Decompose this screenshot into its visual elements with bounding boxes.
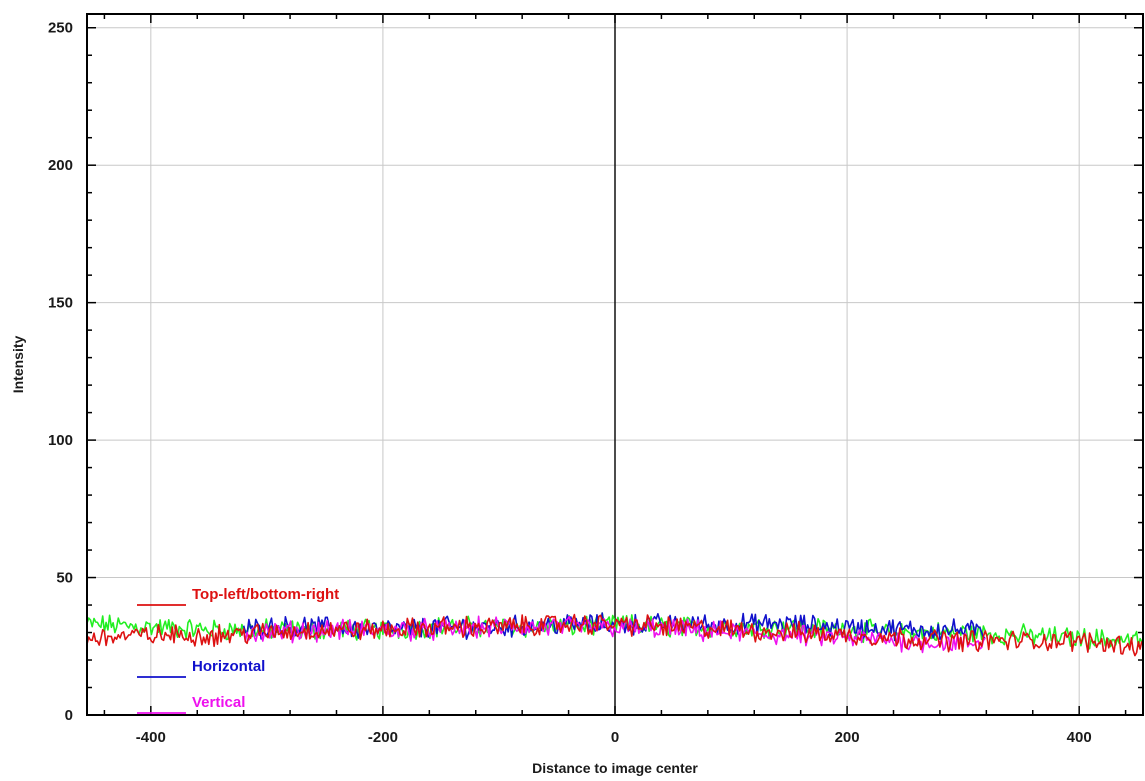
y-tick-label: 200 (48, 157, 73, 174)
y-tick-label: 50 (56, 570, 73, 587)
y-tick-label: 250 (48, 20, 73, 37)
y-tick-label: 150 (48, 295, 73, 312)
legend: Top-left/bottom-right Horizontal Vertical (137, 586, 339, 714)
tick-labels: -400 -200 0 200 400 0 50 100 150 200 250 (48, 20, 1092, 746)
x-tick-label: -200 (368, 729, 398, 746)
legend-label: Top-left/bottom-right (192, 586, 339, 603)
x-tick-label: 200 (835, 729, 860, 746)
x-tick-label: -400 (136, 729, 166, 746)
y-tick-label: 0 (65, 707, 73, 724)
y-axis-title: Intensity (10, 336, 26, 394)
series-line-0 (86, 613, 1143, 657)
series-layer (86, 612, 1143, 657)
x-tick-label: 0 (611, 729, 619, 746)
legend-label: Horizontal (192, 658, 265, 675)
x-tick-label: 400 (1067, 729, 1092, 746)
x-axis-title: Distance to image center (532, 760, 698, 776)
legend-label: Vertical (192, 694, 245, 711)
y-tick-label: 100 (48, 432, 73, 449)
